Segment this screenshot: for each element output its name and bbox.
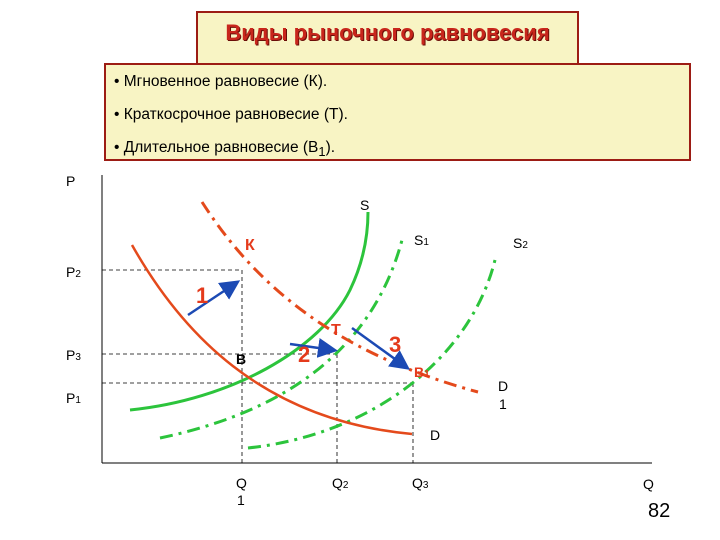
bullet-subscript: 1 — [318, 144, 326, 160]
step-2-arrow — [289, 338, 338, 358]
curve-label-s: S — [360, 197, 369, 213]
guide-lines — [102, 269, 414, 463]
curve-label-d1-subscript: 1 — [499, 396, 507, 412]
bullet-text-tail: ). — [325, 139, 336, 156]
point-label-b1: В1 — [414, 364, 430, 380]
step-3-arrow — [351, 326, 411, 370]
page-number: 82 — [648, 500, 671, 522]
p1-label: P1 — [66, 390, 81, 406]
curve-label-d: D — [430, 427, 440, 443]
q1-subscript: 1 — [237, 492, 245, 508]
point-label-b: В — [236, 351, 246, 367]
curve-label-s1: S1 — [414, 232, 429, 248]
p2-label: P2 — [66, 264, 81, 280]
q3-label: Q3 — [412, 475, 429, 491]
demand-curve-d — [130, 244, 413, 436]
x-axis-label: Q — [643, 476, 654, 492]
bullet-text: Мгновенное равновесие (К). — [123, 73, 328, 90]
step-label-2: 2 — [298, 342, 310, 367]
curve-label-d1: D — [498, 378, 508, 394]
y-axis-label: P — [66, 173, 75, 189]
step-label-3: 3 — [389, 332, 401, 357]
step-1-arrow — [187, 280, 241, 317]
curve-label-s2: S2 — [513, 235, 528, 251]
p3-label: P3 — [66, 347, 81, 363]
title-box: Виды рыночного равновесия — [196, 11, 579, 71]
list-item: • Мгновенное равновесие (К). — [114, 69, 689, 102]
bullet-marker: • — [114, 73, 120, 90]
slide-title: Виды рыночного равновесия — [225, 20, 550, 45]
bullet-text: Длительное равновесие (В — [123, 139, 319, 156]
q2-label: Q2 — [332, 475, 349, 491]
q1-label: Q — [236, 475, 247, 491]
supply-curve-s — [129, 211, 370, 412]
bullet-marker: • — [114, 139, 120, 156]
point-label-t: Т — [331, 322, 341, 339]
demand-curve-d1 — [200, 201, 479, 394]
bullet-marker: • — [114, 106, 120, 123]
step-label-1: 1 — [196, 283, 208, 308]
supply-curve-s2 — [247, 259, 497, 450]
list-item: • Длительное равновесие (В1). — [114, 135, 689, 168]
bullet-text: Краткосрочное равновесие (Т). — [123, 106, 348, 123]
point-label-k: К — [245, 237, 255, 254]
list-item: • Краткосрочное равновесие (Т). — [114, 102, 689, 135]
supply-curve-s1 — [159, 239, 404, 440]
equilibrium-list: • Мгновенное равновесие (К). • Краткосро… — [104, 63, 691, 161]
